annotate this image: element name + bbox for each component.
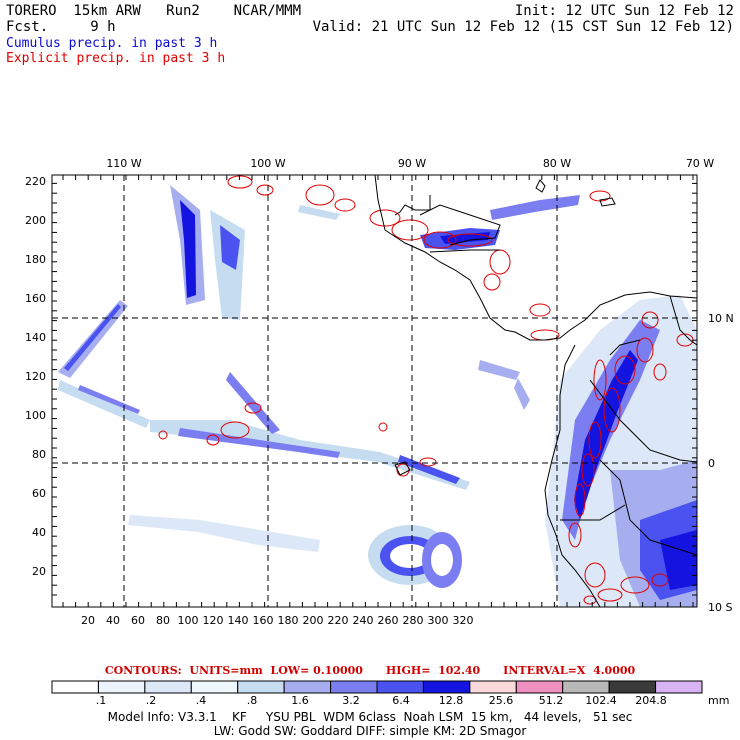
colorbar-label: 3.2: [342, 694, 360, 707]
colorbar-label: 1.6: [291, 694, 309, 707]
model-title: TORERO 15km ARW Run2 NCAR/MMM: [6, 3, 302, 19]
x-tick-label: 180: [278, 614, 299, 627]
explicit-legend-label: Explicit precip. in past 3 h: [6, 51, 226, 66]
coastlines: [374, 175, 697, 607]
colorbar-unit: mm: [708, 694, 730, 707]
x-tick-label: 280: [403, 614, 424, 627]
x-tick-label: 200: [303, 614, 324, 627]
init-time: Init: 12 UTC Sun 12 Feb 12: [514, 3, 734, 19]
contours-info: CONTOURS: UNITS=mm LOW= 0.10000 HIGH= 10…: [104, 664, 636, 677]
x-tick-label: 300: [428, 614, 449, 627]
x-tick-label: 20: [81, 614, 95, 627]
x-tick-label: 160: [253, 614, 274, 627]
y-tick-label: 20: [32, 565, 46, 578]
colorbar-swatch: [608, 680, 657, 694]
colorbar-swatch: [51, 680, 99, 694]
colorbar: [51, 680, 703, 694]
x-tick-label: 80: [156, 614, 170, 627]
colorbar-swatch: [237, 680, 285, 694]
colorbar-swatch: [144, 680, 192, 694]
colorbar-label: .8: [246, 694, 258, 707]
colorbar-swatch: [97, 680, 146, 694]
x-tick-label: 140: [228, 614, 249, 627]
colorbar-swatch: [655, 680, 703, 694]
y-tick-label: 60: [32, 487, 46, 500]
y-tick-label: 100: [25, 409, 46, 422]
y-tick-label: 200: [25, 214, 46, 227]
y-tick-label: 180: [25, 253, 46, 266]
colorbar-label: 25.6: [488, 694, 514, 707]
colorbar-label: 102.4: [585, 694, 617, 707]
colorbar-label: .4: [195, 694, 207, 707]
lon-label: 70 W: [686, 157, 714, 170]
colorbar-swatch: [283, 680, 332, 694]
tick-marks: [52, 175, 697, 607]
cumulus-legend-label: Cumulus precip. in past 3 h: [6, 36, 218, 51]
x-tick-label: 120: [203, 614, 224, 627]
x-tick-label: 100: [178, 614, 199, 627]
colorbar-swatch: [376, 680, 424, 694]
y-tick-label: 80: [32, 448, 46, 461]
y-tick-label: 120: [25, 370, 46, 383]
lat-label: 10 N: [708, 312, 734, 325]
x-tick-label: 40: [106, 614, 120, 627]
colorbar-swatch: [190, 680, 239, 694]
x-tick-label: 240: [353, 614, 374, 627]
y-tick-label: 40: [32, 526, 46, 539]
x-tick-label: 260: [378, 614, 399, 627]
colorbar-label: .1: [95, 694, 107, 707]
colorbar-swatch: [515, 680, 564, 694]
colorbar-swatch: [422, 680, 471, 694]
x-tick-label: 60: [131, 614, 145, 627]
lon-label: 100 W: [250, 157, 285, 170]
colorbar-swatch: [469, 680, 517, 694]
lat-label: 10 S: [708, 601, 732, 614]
y-tick-label: 220: [25, 175, 46, 188]
colorbar-label: 12.8: [438, 694, 464, 707]
lat-label: 0: [708, 457, 715, 470]
cumulus-precip-field: [58, 185, 697, 607]
colorbar-swatch: [330, 680, 378, 694]
lon-label: 80 W: [543, 157, 571, 170]
valid-time: Valid: 21 UTC Sun 12 Feb 12 (15 CST Sun …: [312, 19, 734, 35]
model-info-line1: Model Info: V3.3.1 KF YSU PBL WDM 6class…: [107, 710, 633, 724]
y-tick-label: 140: [25, 331, 46, 344]
colorbar-swatch: [562, 680, 610, 694]
latlon-grid: [52, 175, 697, 607]
lon-label: 110 W: [106, 157, 141, 170]
y-tick-label: 160: [25, 292, 46, 305]
model-info-line2: LW: Godd SW: Goddard DIFF: simple KM: 2D…: [213, 724, 527, 738]
colorbar-label: .2: [145, 694, 157, 707]
lon-label: 90 W: [398, 157, 426, 170]
x-tick-label: 220: [328, 614, 349, 627]
colorbar-label: 6.4: [392, 694, 410, 707]
forecast-hour: Fcst. 9 h: [6, 19, 116, 35]
plot-frame: [51, 174, 698, 608]
colorbar-label: 204.8: [635, 694, 667, 707]
colorbar-label: 51.2: [538, 694, 564, 707]
x-tick-label: 320: [453, 614, 474, 627]
